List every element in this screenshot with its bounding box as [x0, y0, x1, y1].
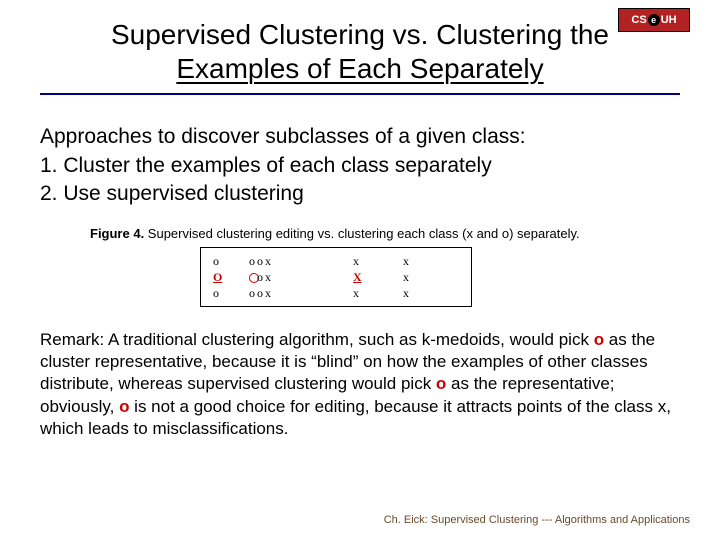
remark-o1: o [594, 330, 604, 349]
symbol-o: o [249, 254, 255, 269]
remark-o2: o [436, 374, 446, 393]
slide-title: Supervised Clustering vs. Clustering the… [111, 18, 609, 87]
symbol-x: x [265, 286, 271, 301]
approaches-item2: 2. Use supervised clustering [40, 180, 680, 208]
logo-text-left: CS [631, 14, 646, 26]
remark-pre: Remark: A traditional clustering algorit… [40, 330, 594, 349]
symbol-o: o [257, 270, 263, 285]
symbol-o: o [257, 254, 263, 269]
remark-post: is not a good choice for editing, becaus… [40, 397, 671, 438]
symbol-x: x [353, 286, 359, 301]
symbol-x-highlight: X [353, 270, 362, 285]
symbol-x: x [403, 270, 409, 285]
symbol-o: o [213, 286, 219, 301]
symbol-x: x [403, 254, 409, 269]
symbol-x: x [265, 254, 271, 269]
footer-text: Ch. Eick: Supervised Clustering --- Algo… [384, 514, 690, 526]
symbol-o: o [213, 254, 219, 269]
logo-badge: CSeUH [618, 8, 690, 32]
approaches-intro: Approaches to discover subclasses of a g… [40, 123, 680, 151]
slide: CSeUH Supervised Clustering vs. Clusteri… [0, 0, 720, 540]
symbol-o: o [249, 286, 255, 301]
logo-text-right: UH [661, 14, 677, 26]
symbol-x: x [265, 270, 271, 285]
figure-row: o o o x x x [201, 286, 471, 302]
symbol-x: x [403, 286, 409, 301]
symbol-x: x [353, 254, 359, 269]
figure-box: o o o x x x O o x X x o o o x x x [200, 247, 472, 307]
figure-row: o o o x x x [201, 254, 471, 270]
title-line1: Supervised Clustering vs. Clustering the [111, 19, 609, 50]
figure-row: O o x X x [201, 270, 471, 286]
remark-text: Remark: A traditional clustering algorit… [40, 329, 680, 439]
title-line2: Examples of Each Separately [176, 53, 543, 84]
figure-caption-text: Supervised clustering editing vs. cluste… [144, 226, 579, 241]
figure-caption-label: Figure 4. [90, 226, 144, 241]
remark-o3: o [119, 397, 129, 416]
title-rule [40, 93, 680, 95]
logo-at-icon: e [648, 14, 660, 26]
title-block: Supervised Clustering vs. Clustering the… [40, 18, 680, 87]
figure-caption: Figure 4. Supervised clustering editing … [90, 226, 680, 241]
body-text: Approaches to discover subclasses of a g… [40, 123, 680, 208]
symbol-o: o [257, 286, 263, 301]
symbol-o-highlight: O [213, 270, 222, 285]
approaches-item1: 1. Cluster the examples of each class se… [40, 152, 680, 180]
